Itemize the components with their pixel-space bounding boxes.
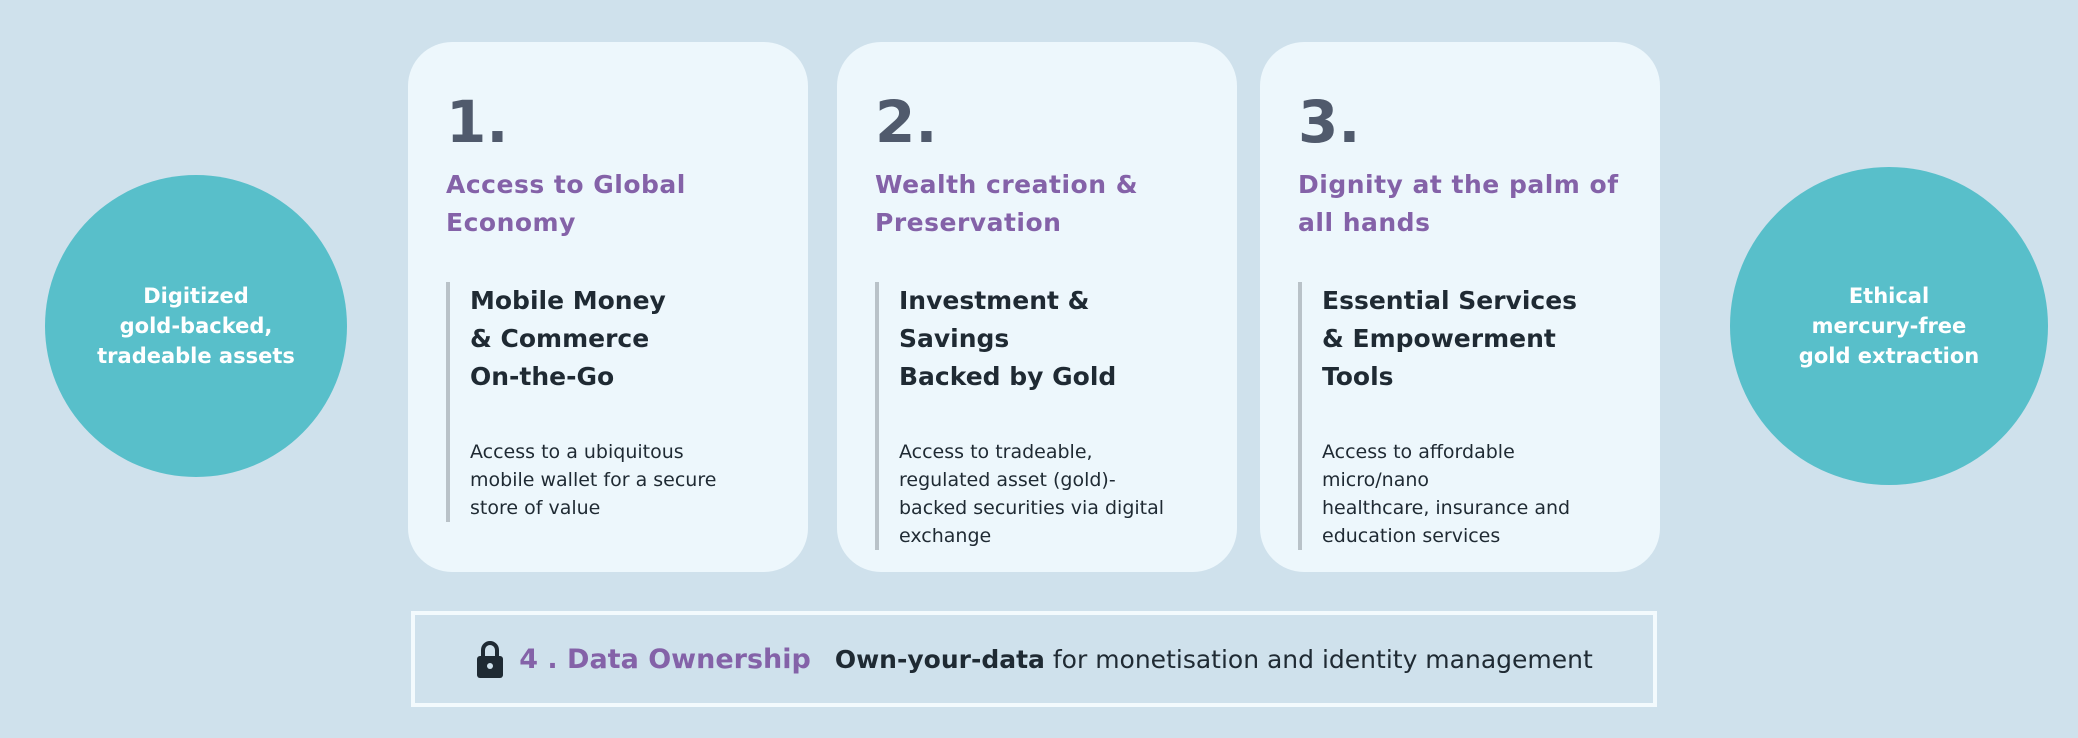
card-title: Wealth creation & Preservation — [875, 170, 1139, 237]
card-body: Mobile Money & Commerce On-the-Go Access… — [446, 282, 772, 522]
card-description: Access to tradeable, regulated asset (go… — [899, 441, 1165, 547]
card-title: Dignity at the palm of all hands — [1298, 170, 1619, 237]
card-subtitle: Mobile Money & Commerce On-the-Go — [470, 286, 666, 391]
card-number: 3. — [1298, 88, 1361, 156]
card-body: Essential Services & Empowerment Tools A… — [1298, 282, 1624, 550]
card-dignity: 3. Dignity at the palm of all hands Esse… — [1260, 42, 1660, 572]
circle-ethical-extraction: Ethical mercury-free gold extraction — [1730, 167, 2048, 485]
card-description: Access to affordable micro/nano healthca… — [1322, 441, 1571, 547]
circle-digitized-assets: Digitized gold-backed, tradeable assets — [45, 175, 347, 477]
card-global-economy: 1. Access to Global Economy Mobile Money… — [408, 42, 808, 572]
card-wealth-creation: 2. Wealth creation & Preservation Invest… — [837, 42, 1237, 572]
card-body: Investment & Savings Backed by Gold Acce… — [875, 282, 1201, 550]
card-description: Access to a ubiquitous mobile wallet for… — [470, 441, 717, 519]
circle-label: Digitized gold-backed, tradeable assets — [97, 284, 295, 368]
data-ownership-text: Own-your-data for monetisation and ident… — [835, 645, 1593, 674]
data-ownership-bold: Own-your-data — [834, 644, 1045, 674]
card-title: Access to Global Economy — [446, 170, 686, 237]
circle-label: Ethical mercury-free gold extraction — [1798, 284, 1980, 368]
data-ownership-box: 4 . Data Ownership Own-your-data for mon… — [411, 611, 1657, 707]
card-number: 2. — [875, 88, 938, 156]
card-subtitle: Investment & Savings Backed by Gold — [899, 286, 1117, 391]
card-number: 1. — [446, 88, 509, 156]
lock-icon — [477, 641, 504, 678]
card-subtitle: Essential Services & Empowerment Tools — [1322, 286, 1578, 391]
data-ownership-rest: for monetisation and identity management — [1044, 644, 1593, 674]
data-ownership-title: 4 . Data Ownership — [519, 643, 811, 675]
